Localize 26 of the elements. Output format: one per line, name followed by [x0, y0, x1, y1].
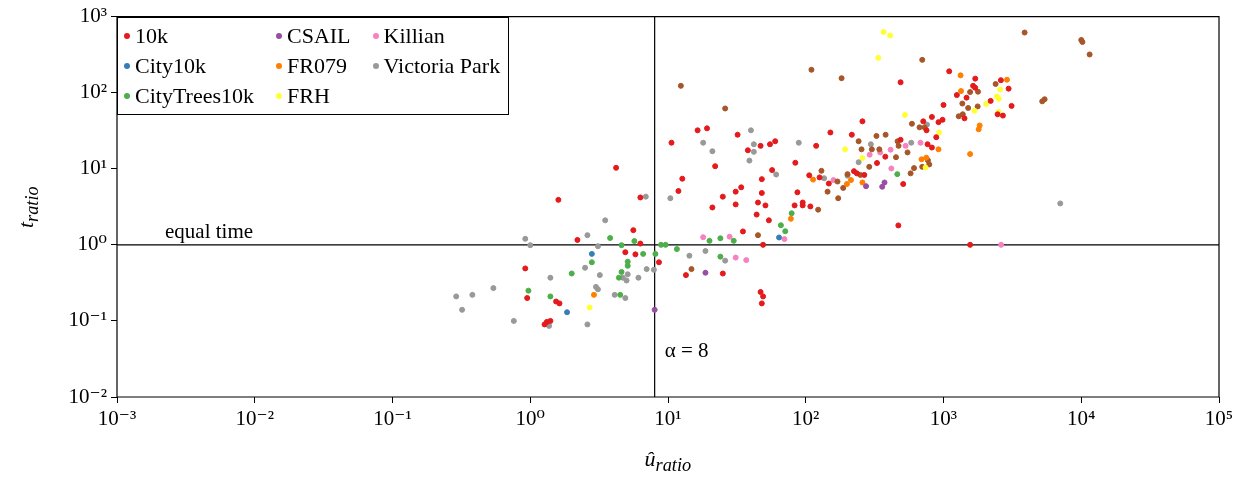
y-tick-label: 10¹ [79, 155, 107, 180]
legend-label: Victoria Park [383, 51, 501, 80]
legend-label: CSAIL [286, 21, 351, 50]
y-tick-label: 10⁰ [77, 231, 107, 256]
x-tick-label: 10⁻³ [97, 406, 137, 431]
x-tick-label: 10² [792, 406, 820, 431]
legend-label: Killian [383, 21, 445, 50]
ref-line-label: equal time [165, 218, 254, 243]
x-tick-label: 10⁻¹ [373, 406, 412, 431]
y-tick-label: 10⁻¹ [68, 307, 107, 332]
legend-label: 10k [135, 21, 168, 50]
x-tick-label: 10⁵ [1204, 406, 1234, 431]
x-tick-label: 10⁻² [235, 406, 274, 431]
legend-label: FRH [286, 81, 330, 110]
y-tick-label: 10³ [79, 3, 107, 28]
ref-line-label: α = 8 [664, 338, 709, 363]
x-axis-title: û$_{ratio}$ [644, 446, 692, 477]
y-tick-label: 10² [79, 79, 107, 104]
y-tick-label: 10⁻² [68, 383, 107, 408]
x-tick-label: 10³ [929, 406, 958, 431]
legend-label: FR079 [286, 51, 347, 80]
legend-label: City10k [135, 51, 206, 80]
x-tick-label: 10⁴ [1067, 406, 1096, 431]
x-tick-label: 10⁰ [515, 406, 545, 431]
legend-label: CityTrees10k [135, 81, 254, 110]
x-tick-label: 10¹ [654, 406, 682, 431]
